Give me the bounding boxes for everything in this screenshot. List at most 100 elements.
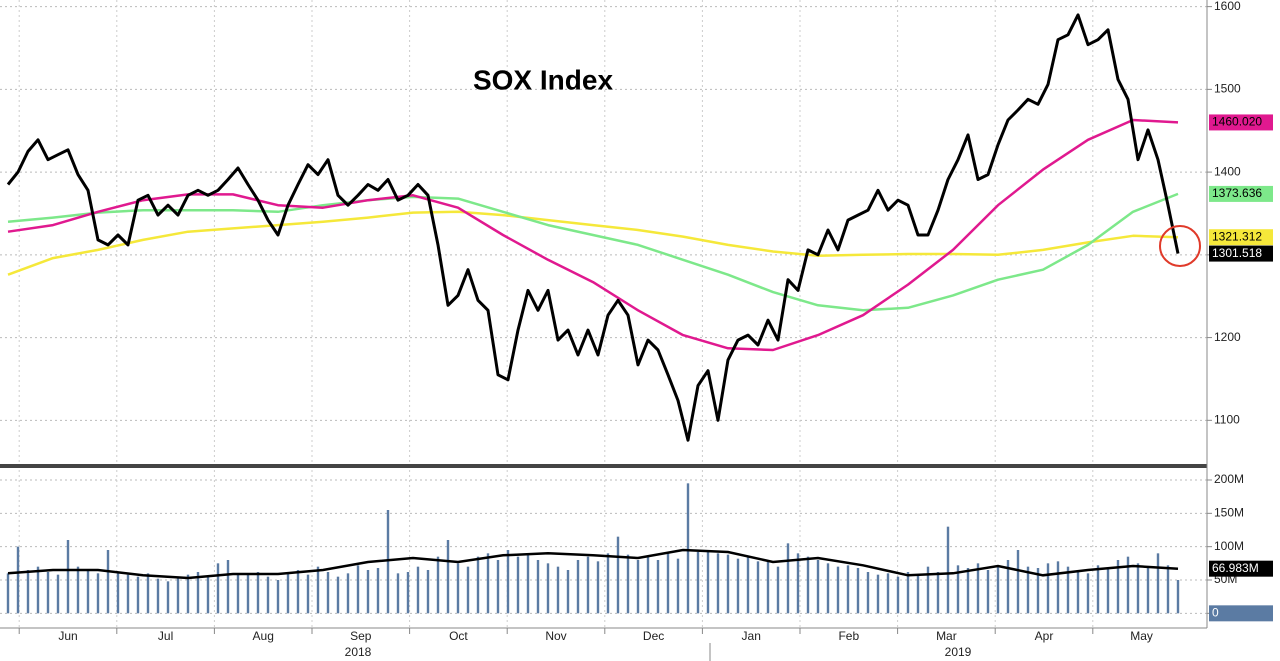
volume-bar <box>16 546 20 614</box>
volume-bar <box>1016 550 1020 614</box>
volume-bar <box>676 558 680 614</box>
volume-bar <box>356 565 360 614</box>
x-tick-label: Jun <box>58 629 77 643</box>
volume-bar <box>36 566 40 614</box>
x-tick-label: Sep <box>350 629 372 643</box>
volume-bar <box>726 554 730 614</box>
y-tick-label: 1600 <box>1214 0 1241 13</box>
volume-bar <box>516 556 520 614</box>
volume-bar <box>326 572 330 614</box>
volume-bar <box>506 550 510 614</box>
volume-bar <box>316 566 320 614</box>
volume-bar <box>296 570 300 614</box>
volume-bar <box>736 558 740 614</box>
volume-bar <box>1096 565 1100 614</box>
volume-bar <box>716 553 720 614</box>
volume-bar <box>376 568 380 614</box>
volume-bar <box>776 566 780 614</box>
volume-bar <box>686 483 690 614</box>
x-tick-label: Jan <box>742 629 761 643</box>
volume-bar <box>646 556 650 614</box>
volume-bar <box>576 560 580 614</box>
volume-bar <box>596 561 600 614</box>
volume-bar <box>396 573 400 614</box>
volume-bar <box>266 576 270 614</box>
volume-bar <box>406 572 410 614</box>
labels: 1100120013001400150016001321.3121373.636… <box>58 0 1273 659</box>
volume-bar <box>956 565 960 614</box>
volume-bar <box>966 568 970 614</box>
volume-bar <box>616 536 620 614</box>
volume-bar <box>446 540 450 614</box>
volume-bar <box>146 573 150 614</box>
volume-bar <box>256 572 260 614</box>
volume-bar <box>856 568 860 614</box>
last-value-label: 1373.636 <box>1212 186 1262 200</box>
volume-bar <box>766 560 770 614</box>
volume-bar <box>1036 568 1040 614</box>
volume-bar <box>346 573 350 614</box>
volume-bar <box>936 572 940 614</box>
volume-bar <box>116 572 120 614</box>
year-label: 2019 <box>945 645 972 659</box>
volume-bar <box>656 560 660 614</box>
x-tick-label: Apr <box>1035 629 1054 643</box>
volume-bar <box>436 556 440 614</box>
last-value-box <box>1209 229 1273 246</box>
volume-bar <box>926 566 930 614</box>
volume-bar <box>1086 573 1090 614</box>
volume-bar <box>56 574 60 614</box>
volume-bar <box>176 576 180 614</box>
volume-bar <box>196 572 200 614</box>
volume-bar <box>6 573 10 614</box>
price-line <box>7 210 1179 276</box>
volume-bar <box>996 566 1000 614</box>
volume-bar <box>696 552 700 614</box>
volume-bar <box>666 553 670 614</box>
volume-bar <box>586 556 590 614</box>
volume-bar <box>306 574 310 614</box>
volume-bar <box>156 578 160 614</box>
volume-bar <box>1006 560 1010 614</box>
y-tick-label: 1100 <box>1214 412 1240 426</box>
volume-bar <box>1106 568 1110 614</box>
grid <box>0 0 1212 634</box>
x-tick-label: Nov <box>545 629 566 643</box>
volume-bar <box>1126 556 1130 614</box>
volume-bar <box>416 566 420 614</box>
last-value-box <box>1209 560 1273 577</box>
volume-bar <box>706 550 710 614</box>
last-value-label: 1321.312 <box>1212 229 1262 243</box>
last-value-label: 66.983M <box>1212 561 1259 575</box>
volume-bar <box>906 572 910 614</box>
volume-bar <box>786 543 790 614</box>
price-line <box>6 13 1180 442</box>
x-tick-label: Feb <box>838 629 859 643</box>
volume-bar <box>1166 565 1170 614</box>
last-value-label: 1301.518 <box>1212 246 1262 260</box>
volume-bar <box>386 510 390 614</box>
volume-bar <box>26 570 30 614</box>
y-tick-label: 200M <box>1214 472 1244 486</box>
volume-bar <box>1146 566 1150 614</box>
volume-bar <box>846 565 850 614</box>
volume-bar <box>976 563 980 614</box>
volume-bar <box>246 574 250 614</box>
volume-bar <box>216 563 220 614</box>
volume-bar <box>66 540 70 614</box>
last-value-box <box>1209 605 1273 622</box>
volume-bar <box>636 560 640 614</box>
volume-bar <box>1156 553 1160 614</box>
x-tick-label: May <box>1130 629 1153 643</box>
volume-bar <box>526 553 530 614</box>
volume-bar <box>816 560 820 614</box>
volume-bar <box>126 574 130 614</box>
volume-bar <box>836 566 840 614</box>
volume-bar <box>46 572 50 614</box>
volume-bar <box>1176 580 1180 614</box>
volume-bar <box>626 554 630 614</box>
chart-title: SOX Index <box>473 64 613 95</box>
last-value-box <box>1209 185 1273 202</box>
volume-bar <box>186 574 190 614</box>
